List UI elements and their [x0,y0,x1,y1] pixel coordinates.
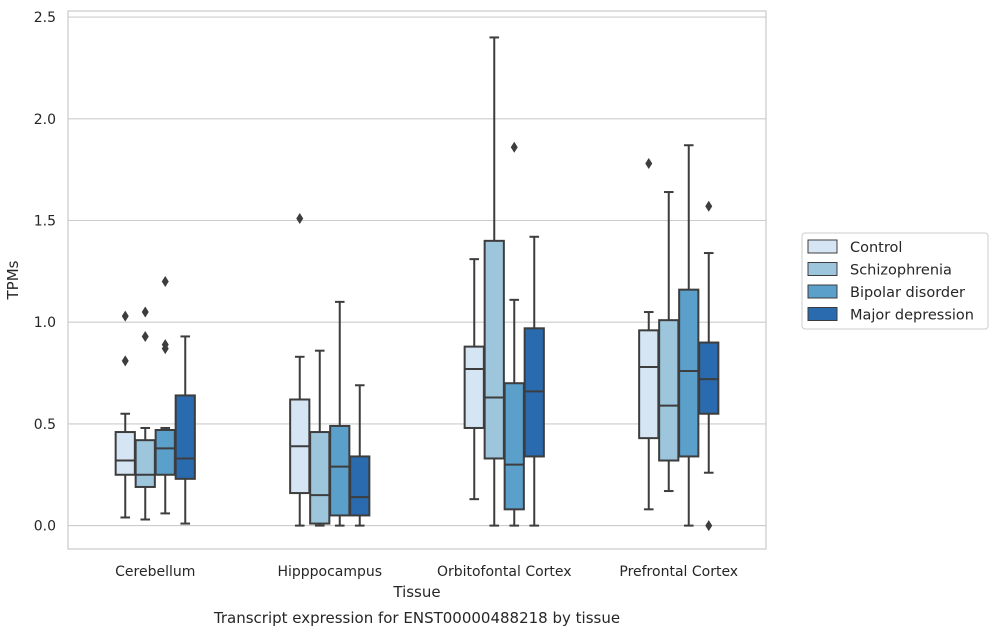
outlier-point [705,520,713,532]
legend-swatch [807,307,838,321]
y-tick-label: 1.5 [34,214,56,230]
box-iqr [503,382,525,511]
legend-swatch [807,239,838,254]
y-tick-label: 0.5 [34,417,56,433]
box-iqr [463,345,485,429]
legend-label: Bipolar disorder [850,285,965,301]
y-axis-ticks: 0.0 0.5 1.0 1.5 2.0 2.5 [34,10,56,535]
box-iqr [134,439,156,488]
box-major-depression [523,235,545,527]
legend-label: Control [850,240,902,256]
y-tick-label: 2.0 [34,112,56,128]
box-control [638,158,660,511]
box-major-depression [174,335,196,525]
legend-frame [801,232,989,330]
outlier-point [141,306,149,318]
outlier-point [510,141,518,153]
x-tick-label: Cerebellum [115,564,195,580]
x-tick-label: Prefrontal Cortex [619,564,738,580]
box-control [114,310,136,519]
y-tick-label: 0.0 [34,519,56,535]
box-major-depression [698,200,720,532]
box-series [114,36,720,532]
x-tick-label: Orbitofontal Cortex [437,564,572,580]
legend-swatch [807,262,838,276]
outlier-point [645,158,653,170]
box-iqr [678,288,700,458]
box-iqr [329,424,351,517]
legend-label: Schizophrenia [850,263,952,279]
box-iqr [658,319,680,462]
legend-label: Major depression [850,308,974,324]
box-iqr [309,431,331,525]
chart-caption: Transcript expression for ENST0000048821… [213,609,620,627]
box-iqr [154,429,176,476]
box-iqr [698,341,720,415]
box-control [463,258,485,501]
box-iqr [349,455,371,517]
legend-swatch [807,284,838,299]
box-bipolar-disorder [154,276,176,515]
x-tick-label: Hipppocampus [277,564,382,580]
box-iqr [114,431,136,476]
box-iqr [523,327,545,458]
x-axis-ticks: Cerebellum Hipppocampus Orbitofontal Corte… [115,564,738,580]
outlier-point [705,200,713,212]
outlier-point [161,276,169,288]
y-axis-label: TPMs [4,260,22,300]
outlier-point [141,330,149,342]
box-iqr [174,394,196,480]
y-tick-label: 2.5 [34,10,56,26]
outlier-point [161,339,169,351]
box-bipolar-disorder [503,141,525,527]
box-iqr [483,239,505,460]
y-tick-label: 1.0 [34,315,56,331]
plot-area-frame [67,10,767,550]
legend: Control Schizophrenia Bipolar disorder Majo… [801,232,989,330]
box-iqr [638,329,660,440]
box-schizophrenia [483,36,505,527]
outlier-point [296,212,304,224]
outlier-point [121,355,129,367]
x-axis-label: Tissue [392,583,440,601]
outlier-point [121,310,129,322]
box-major-depression [349,384,371,527]
box-schizophrenia [134,306,156,521]
